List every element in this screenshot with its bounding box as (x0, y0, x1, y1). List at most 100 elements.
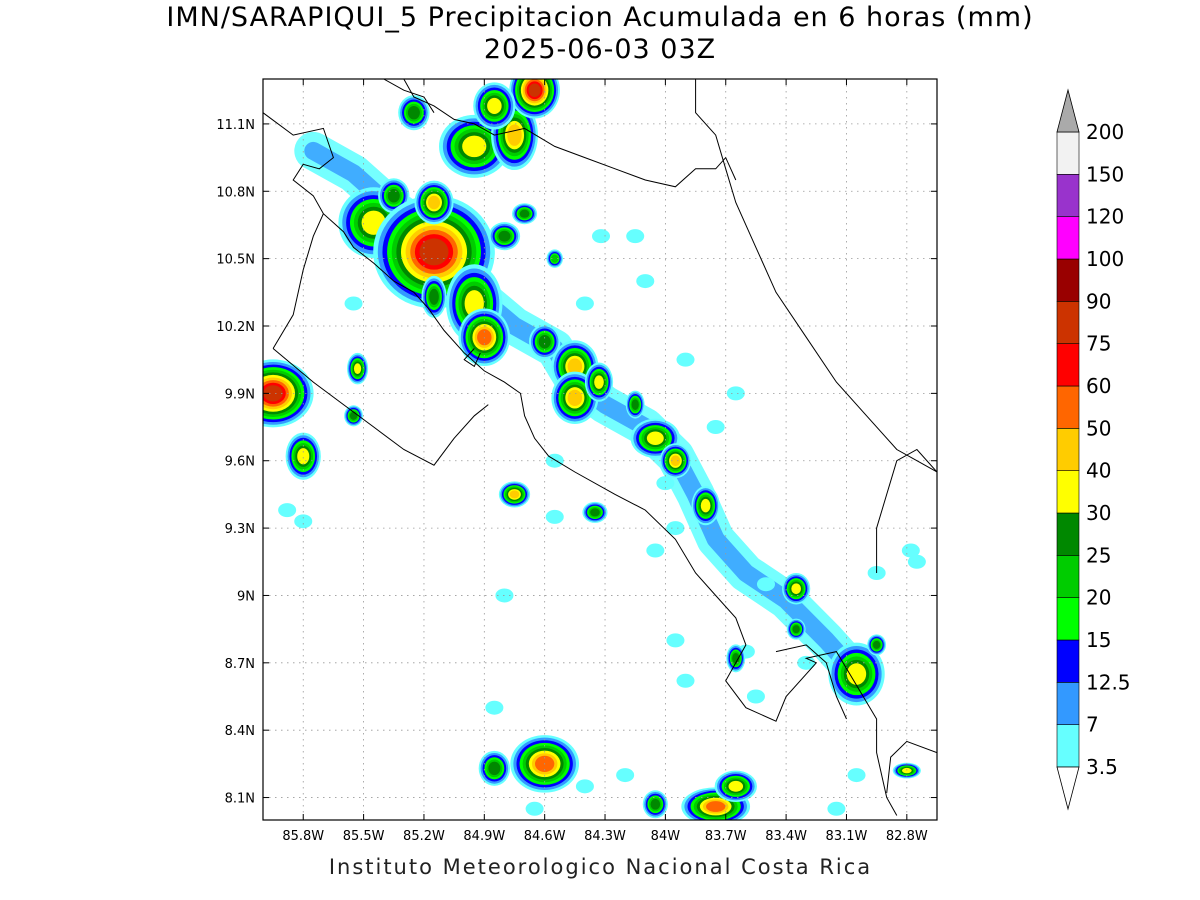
light-rain-spot (847, 768, 866, 783)
colorbar-label: 30 (1086, 501, 1111, 525)
precip-contour (429, 288, 439, 305)
colorbar-label: 3.5 (1086, 755, 1118, 779)
coastline (886, 740, 937, 794)
light-rain-spot (294, 514, 313, 529)
light-rain-spot (797, 655, 816, 670)
light-rain-spot (592, 229, 611, 244)
light-rain-spot (575, 779, 594, 794)
lat-tick-label: 9N (237, 589, 255, 604)
lon-tick-label: 83.4W (765, 829, 807, 844)
colorbar-top-arrow (1056, 88, 1080, 133)
precip-contour (407, 105, 420, 120)
precip-contour (498, 230, 511, 242)
light-rain-spot (756, 577, 775, 592)
precip-contour (706, 801, 726, 812)
lon-tick-label: 84W (651, 829, 681, 844)
precip-contour (646, 431, 664, 446)
coastline (403, 79, 737, 188)
precip-contour (353, 363, 362, 375)
colorbar-label: 20 (1086, 586, 1111, 610)
light-rain-spot (827, 801, 846, 816)
light-rain-spot (646, 543, 665, 558)
colorbar-swatch (1056, 639, 1080, 683)
light-rain-spot (636, 274, 655, 289)
light-rain-spot (907, 554, 926, 569)
precip-contour (728, 780, 744, 792)
colorbar-swatch (1056, 343, 1080, 387)
light-rain-spot (575, 296, 594, 311)
colorbar-swatch (1056, 470, 1080, 514)
lat-tick-label: 8.4N (225, 724, 255, 739)
light-rain-spot (485, 700, 504, 715)
coastline (272, 213, 324, 349)
footer-credit: Instituto Meteorologico Nacional Costa R… (328, 855, 873, 879)
colorbar-swatch (1056, 724, 1080, 768)
colorbar-swatch (1056, 597, 1080, 641)
precip-contour (846, 663, 867, 685)
light-rain-spot (344, 296, 363, 311)
colorbar-label: 50 (1086, 416, 1111, 440)
lon-tick-label: 83.7W (705, 829, 747, 844)
coastline (383, 79, 435, 113)
precip-contour (700, 498, 711, 513)
precip-contour (462, 135, 487, 158)
precipitation-layer (263, 79, 926, 820)
lat-tick-label: 10.5N (216, 253, 255, 268)
map-title: IMN/SARAPIQUI_5 Precipitacion Acumulada … (166, 2, 1034, 33)
lat-tick-label: 11.1N (216, 118, 255, 133)
light-rain-spot (616, 768, 635, 783)
lat-tick-label: 10.8N (216, 185, 255, 200)
lon-tick-label: 82.8W (886, 829, 928, 844)
coastline (695, 79, 937, 473)
light-rain-spot (626, 229, 645, 244)
colorbar-bottom-arrow (1056, 766, 1080, 811)
light-rain-spot (666, 633, 685, 648)
coastline (876, 448, 937, 573)
colorbar-swatch (1056, 385, 1080, 429)
precip-contour (631, 399, 639, 410)
precip-contour (509, 490, 520, 499)
light-rain-spot (746, 689, 765, 704)
colorbar-swatch (1056, 512, 1080, 556)
precip-contour (263, 385, 283, 402)
latitude-axis: 8.1N 8.4N 8.7N 9N 9.3N 9.6N 9.9N 10.2N 10.5N 10.8… (216, 118, 937, 807)
precip-contour (349, 411, 358, 420)
lon-tick-label: 84.6W (524, 829, 566, 844)
colorbar-label: 15 (1086, 628, 1111, 652)
lon-tick-label: 84.9W (463, 829, 505, 844)
longitude-axis: 85.8W 85.5W 85.2W 84.9W 84.6W 84.3W 84W 83.7W 83… (282, 79, 928, 844)
lon-tick-label: 85.8W (282, 829, 324, 844)
colorbar-label: 100 (1086, 247, 1124, 271)
precip-contour (487, 97, 502, 115)
light-rain-spot (901, 543, 920, 558)
precip-contour (650, 798, 661, 810)
light-rain-spot (278, 503, 297, 518)
light-rain-spot (656, 476, 675, 491)
lon-tick-label: 85.5W (343, 829, 385, 844)
colorbar-label: 25 (1086, 543, 1111, 567)
precip-contour (519, 209, 530, 218)
plot-frame (262, 78, 938, 821)
precip-contour (387, 189, 400, 203)
map-subtitle: 2025-06-03 03Z (483, 34, 717, 65)
light-rain-spot (676, 352, 695, 367)
colorbar-swatch (1056, 131, 1080, 175)
colorbar-label: 200 (1086, 120, 1124, 144)
light-rain-spot (545, 509, 564, 524)
colorbar-swatch (1056, 258, 1080, 302)
lon-tick-label: 85.2W (403, 829, 445, 844)
colorbar-label: 150 (1086, 162, 1124, 186)
coastline (263, 112, 898, 816)
coastline-layer (263, 79, 937, 816)
colorbar-label: 12.5 (1086, 670, 1131, 694)
light-rain-spot (676, 673, 695, 688)
precip-contour (528, 83, 541, 97)
colorbar: 3.5 7 12.5 15 20 25 30 40 50 60 75 90 100 120 150 200 (1056, 88, 1131, 811)
lat-tick-label: 8.7N (225, 657, 255, 672)
colorbar-label: 7 (1086, 713, 1099, 737)
coastline (463, 348, 481, 368)
lat-lon-grid (263, 79, 937, 820)
precip-contour (792, 625, 800, 634)
lat-tick-label: 9.9N (225, 387, 255, 402)
